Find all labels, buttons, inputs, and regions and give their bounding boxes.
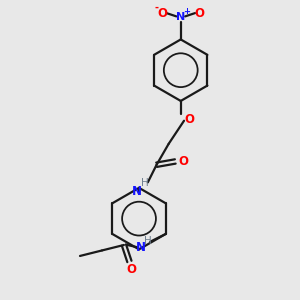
Text: N: N	[135, 241, 146, 254]
Text: O: O	[178, 155, 188, 168]
Text: H: H	[141, 178, 148, 188]
Text: +: +	[183, 8, 190, 16]
Text: O: O	[184, 113, 194, 126]
Text: O: O	[194, 7, 204, 20]
Text: H: H	[144, 236, 152, 246]
Text: O: O	[127, 262, 136, 276]
Text: N: N	[176, 13, 185, 22]
Text: O: O	[157, 7, 167, 20]
Text: N: N	[132, 185, 142, 198]
Text: -: -	[154, 3, 159, 13]
